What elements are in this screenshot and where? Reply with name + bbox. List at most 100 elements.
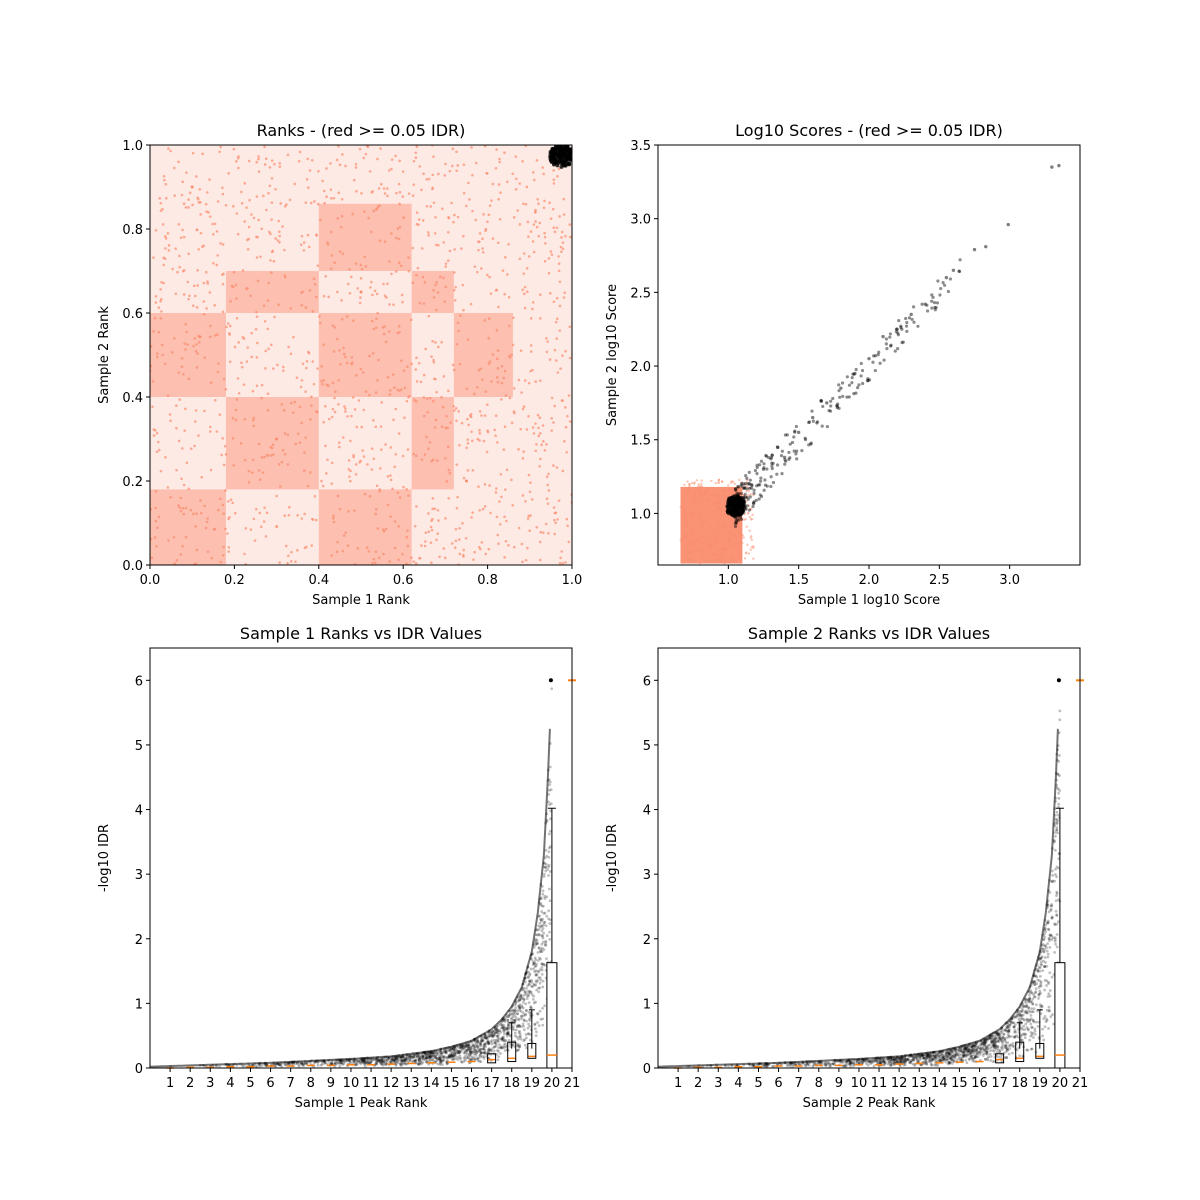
high-idr-point	[420, 458, 424, 461]
idr-point	[541, 985, 545, 989]
high-idr-point	[208, 425, 212, 429]
high-idr-point	[432, 201, 436, 205]
high-idr-point	[453, 213, 456, 217]
idr-point	[542, 923, 546, 927]
low-idr-point	[734, 500, 739, 504]
idr-point	[1048, 937, 1051, 940]
low-idr-point	[775, 463, 780, 467]
high-idr-point	[553, 230, 557, 234]
high-idr-point	[457, 409, 460, 413]
high-idr-point	[514, 155, 518, 158]
high-idr-point	[531, 171, 535, 174]
idr-point	[381, 1058, 385, 1062]
high-idr-point	[192, 344, 195, 348]
high-idr-point	[432, 155, 435, 158]
low-idr-point	[747, 508, 752, 512]
high-idr-point	[407, 192, 411, 195]
idr-point	[363, 1058, 367, 1062]
high-idr-point	[521, 457, 525, 460]
idr-point	[998, 1048, 1002, 1052]
high-idr-point	[278, 234, 281, 238]
idr-point	[395, 1057, 398, 1061]
idr-point	[992, 1043, 996, 1046]
high-idr-point	[216, 200, 220, 203]
high-idr-point	[752, 494, 755, 497]
high-idr-point	[257, 157, 260, 161]
idr-point	[463, 1055, 467, 1058]
high-idr-point	[440, 425, 444, 429]
x-tick-label: 15	[443, 1076, 460, 1091]
high-idr-point	[283, 432, 287, 435]
idr-point	[510, 1012, 514, 1016]
idr-point	[320, 1062, 324, 1066]
high-idr-point	[379, 147, 382, 150]
low-idr-point	[559, 145, 564, 148]
high-idr-point	[286, 463, 290, 466]
high-idr-point	[731, 543, 734, 546]
high-idr-point	[553, 532, 557, 536]
idr-point	[540, 962, 544, 966]
high-idr-point	[453, 409, 456, 412]
low-idr-point	[884, 342, 888, 346]
idr-point	[536, 933, 539, 937]
high-idr-point	[221, 186, 224, 190]
high-idr-point	[283, 274, 287, 277]
idr-point	[448, 1053, 452, 1057]
idr-point	[294, 1062, 297, 1065]
idr-point	[487, 1047, 491, 1051]
idr-point	[458, 1051, 461, 1054]
high-idr-point	[452, 368, 456, 372]
idr-point	[942, 1056, 946, 1059]
high-idr-point	[397, 558, 400, 562]
x-tick-label: 16	[463, 1076, 480, 1091]
high-idr-point	[699, 491, 702, 495]
low-idr-point	[769, 484, 773, 489]
high-idr-point	[330, 554, 333, 557]
high-idr-point	[221, 192, 225, 196]
idr-point	[453, 1049, 457, 1053]
high-idr-point	[164, 182, 168, 186]
low-idr-point	[770, 453, 774, 457]
high-idr-point	[415, 505, 418, 508]
high-idr-point	[426, 231, 430, 234]
high-idr-point	[428, 396, 432, 400]
high-idr-point	[442, 276, 445, 280]
y-tick-label: 6	[135, 674, 143, 689]
idr-point	[380, 1059, 384, 1063]
idr-point	[503, 1018, 506, 1022]
idr-point	[912, 1056, 915, 1060]
high-idr-point	[177, 222, 181, 226]
high-idr-point	[173, 562, 177, 565]
idr-point	[323, 1060, 327, 1064]
low-idr-point	[741, 495, 745, 500]
high-idr-point	[199, 499, 202, 502]
idr-point	[543, 911, 547, 915]
idr-point	[539, 924, 543, 928]
high-idr-point	[294, 560, 297, 563]
high-idr-point	[522, 292, 526, 296]
idr-point	[514, 1028, 518, 1032]
idr-point	[484, 1036, 488, 1039]
high-idr-point	[181, 180, 184, 184]
idr-point	[369, 1061, 372, 1065]
high-idr-point	[522, 252, 526, 255]
idr-point	[1001, 1041, 1004, 1045]
idr-point	[425, 1055, 429, 1059]
high-idr-point	[691, 528, 694, 532]
idr-point	[528, 979, 532, 983]
high-idr-point	[683, 515, 687, 519]
idr-point	[411, 1055, 415, 1059]
high-idr-point	[359, 296, 362, 299]
high-idr-point	[280, 460, 284, 464]
idr-point	[541, 904, 545, 908]
low-idr-point	[755, 484, 759, 488]
idr-point	[972, 1053, 976, 1057]
low-idr-point	[734, 505, 738, 510]
idr-point	[482, 1051, 486, 1055]
high-idr-point	[480, 541, 484, 544]
high-idr-point	[376, 157, 379, 161]
high-idr-point	[739, 537, 743, 540]
high-idr-point	[560, 236, 563, 239]
idr-point	[491, 1034, 495, 1038]
idr-point	[487, 1048, 491, 1052]
